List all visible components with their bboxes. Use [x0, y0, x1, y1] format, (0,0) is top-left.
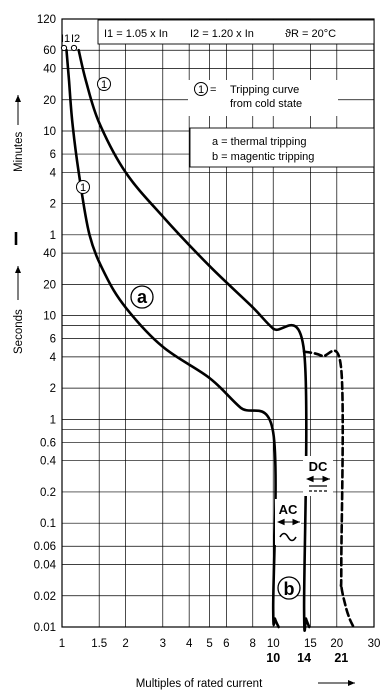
tripping-curves — [65, 48, 355, 632]
y-tick-label-minutes: 1 — [50, 230, 56, 242]
x-tick-label: 4 — [186, 638, 193, 650]
label-a: a — [137, 287, 148, 307]
y-tick-label-seconds: 10 — [43, 311, 56, 323]
y-tick-label-minutes: 120 — [37, 14, 56, 26]
tripping-curve-3 — [302, 349, 355, 629]
x-tick-labels-bold: 10 14 21 — [266, 651, 348, 665]
x-tick-label: 2 — [122, 638, 128, 650]
label-I-separator: I — [13, 229, 18, 249]
header-i1: I1 = 1.05 x In — [104, 28, 168, 40]
legend-text-line-1: Tripping curve — [230, 84, 299, 96]
y-tick-label-minutes: 4 — [50, 167, 57, 179]
x-tick-label-bold: 14 — [297, 651, 311, 665]
y-tick-label-seconds: 0.1 — [40, 518, 56, 530]
legend-circle-icon — [194, 82, 208, 96]
y-axis-label-minutes: Minutes — [13, 131, 25, 172]
y-tick-label-seconds: 0.02 — [34, 591, 56, 603]
legend-circle-number: 1 — [198, 84, 204, 96]
y-tick-label-minutes: 6 — [50, 149, 56, 161]
plot-frame — [61, 18, 375, 628]
tripping-curve-1 — [65, 48, 280, 629]
y-tick-label-minutes: 60 — [43, 45, 56, 57]
header-theta: ϑR = 20°C — [285, 28, 336, 40]
y-axis-label-seconds: Seconds — [13, 309, 25, 354]
label-ac: AC — [279, 502, 298, 517]
x-tick-label: 1 — [59, 638, 65, 650]
y-tick-label-seconds: 0.01 — [34, 622, 56, 634]
marker-i1-label: I1 — [61, 33, 70, 45]
y-tick-label-seconds: 4 — [50, 352, 57, 364]
y-tick-label-seconds: 0.2 — [40, 487, 56, 499]
curve-circle-number-lower: 1 — [80, 182, 86, 194]
y-tick-label-seconds: 0.4 — [40, 456, 57, 468]
x-tick-label: 10 — [267, 638, 280, 650]
x-axis-label: Multiples of rated current — [136, 678, 263, 690]
y-tick-label-seconds: 1 — [50, 414, 56, 426]
legend-a-text: a = thermal tripping — [212, 136, 306, 148]
x-tick-label-bold: 10 — [266, 651, 280, 665]
x-tick-label: 20 — [330, 638, 343, 650]
x-tick-labels: 1 1.5 2 3 4 5 6 8 10 15 20 30 — [59, 638, 381, 650]
y-tick-labels: 120 60 40 20 10 6 4 2 1 40 20 10 6 4 2 1 0.6 0.4 0.2 0.1 0.0… — [34, 14, 57, 634]
x-tick-label: 30 — [368, 638, 381, 650]
legend-equals: = — [210, 84, 216, 96]
legend-ab-panel — [189, 127, 375, 168]
legend-cold-state-panel — [188, 80, 338, 116]
y-tick-label-seconds: 40 — [43, 248, 56, 260]
ac-tilde-icon — [279, 532, 297, 542]
legend-b-text: b = magentic tripping — [212, 151, 314, 163]
y-tick-label-seconds: 0.04 — [34, 560, 57, 572]
header-i2: I2 = 1.20 x In — [190, 28, 254, 40]
label-a-circle-icon — [130, 285, 154, 309]
y-tick-label-minutes: 10 — [43, 126, 56, 138]
x-tick-label: 5 — [206, 638, 212, 650]
y-tick-label-seconds: 6 — [50, 334, 56, 346]
y-tick-label-seconds: 0.06 — [34, 541, 56, 553]
marker-i2-label: I2 — [71, 33, 80, 45]
y-tick-label-minutes: 40 — [43, 64, 56, 76]
legend-text-line-2: from cold state — [230, 98, 302, 110]
x-tick-label: 6 — [223, 638, 229, 650]
curve-circle-icon-upper — [97, 77, 111, 91]
curve-circle-icon-lower — [76, 180, 90, 194]
y-tick-label-seconds: 20 — [43, 279, 56, 291]
tripping-curve-2 — [77, 48, 311, 632]
marker-i1-icon — [60, 44, 68, 52]
y-tick-label-minutes: 20 — [43, 95, 56, 107]
header-panel — [97, 19, 375, 45]
marker-i2-icon — [70, 44, 78, 52]
y-tick-label-seconds: 0.6 — [40, 437, 56, 449]
label-b: b — [284, 579, 295, 599]
x-tick-label: 3 — [160, 638, 166, 650]
x-tick-label: 15 — [304, 638, 317, 650]
label-b-circle-icon — [277, 576, 301, 600]
x-tick-label: 1.5 — [91, 638, 107, 650]
x-tick-label-bold: 21 — [334, 651, 348, 665]
curve-circle-number-upper: 1 — [101, 79, 107, 91]
x-tick-label: 8 — [250, 638, 256, 650]
label-dc: DC — [309, 459, 328, 474]
y-tick-label-seconds: 2 — [50, 383, 56, 395]
y-tick-label-minutes: 2 — [50, 199, 56, 211]
